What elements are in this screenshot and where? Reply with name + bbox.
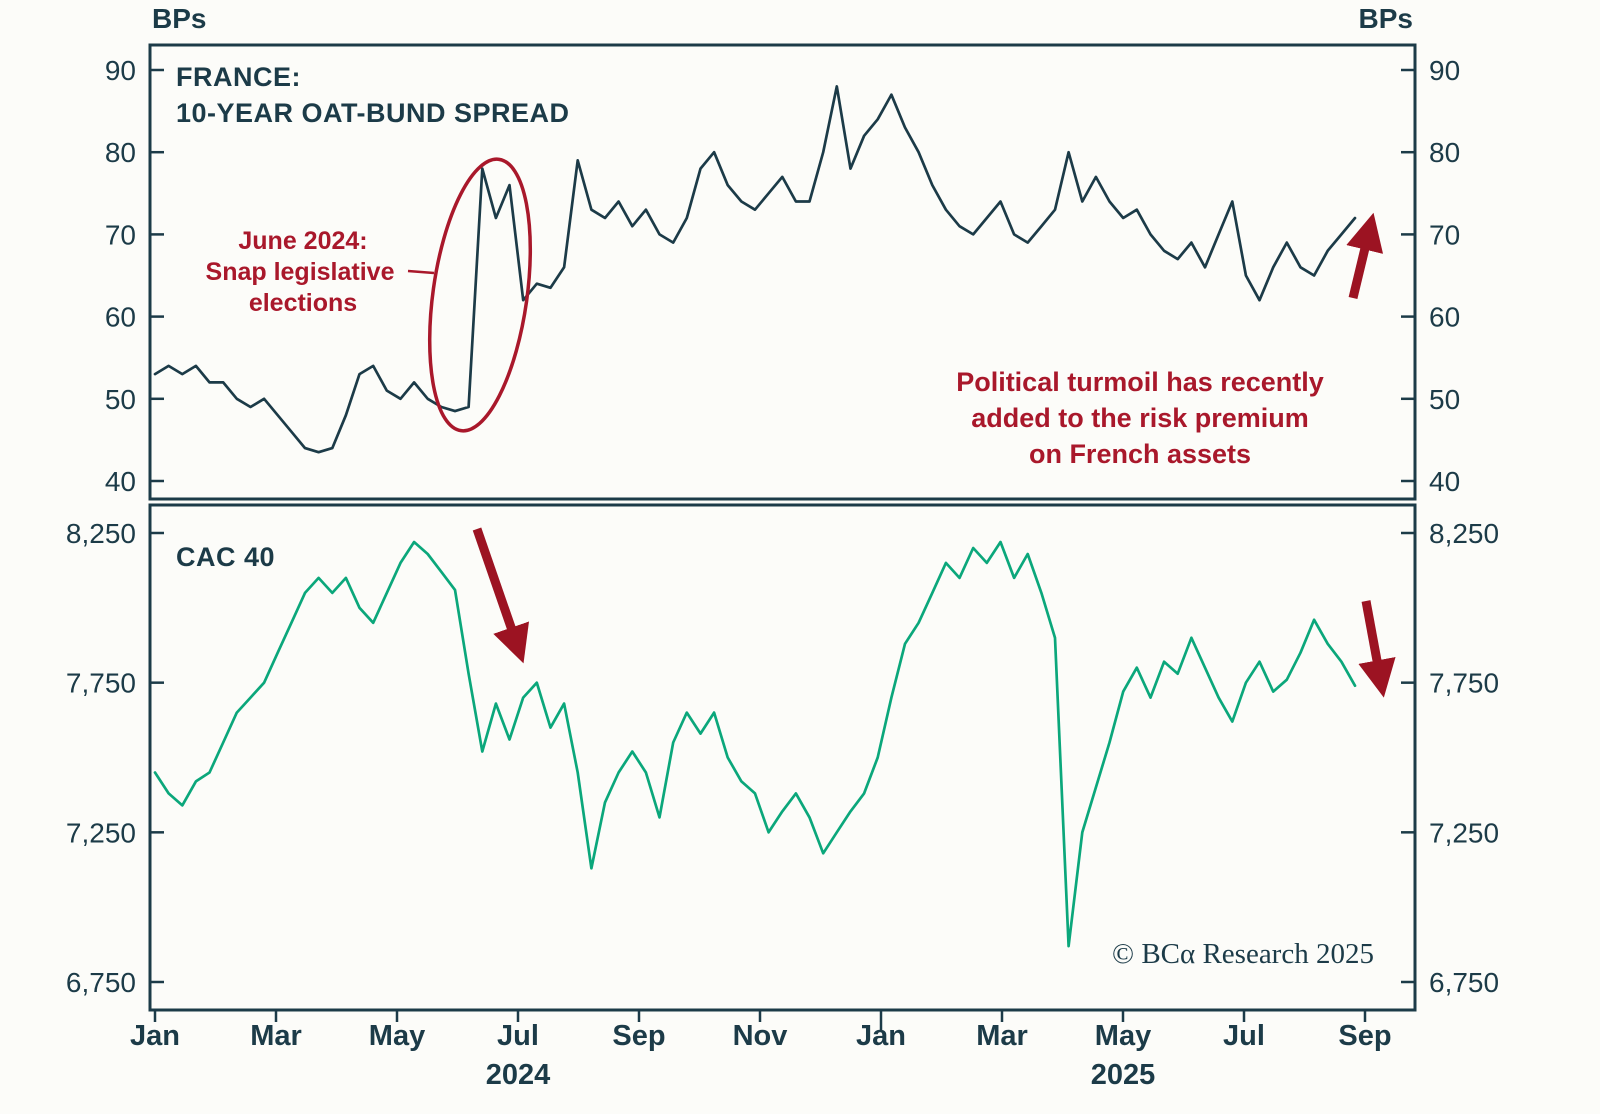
x-tick-label: Jan <box>856 1020 906 1052</box>
y-tick-label-right: 7,250 <box>1429 817 1499 848</box>
year-label-2024: 2024 <box>486 1059 551 1091</box>
spread-up-arrow <box>1346 212 1384 300</box>
y-tick-label-left: 7,750 <box>66 668 136 699</box>
y-tick-label-right: 8,250 <box>1429 518 1499 549</box>
cac-june-down-arrow <box>472 527 530 664</box>
x-tick-label: Nov <box>733 1020 788 1052</box>
y-tick-label-right: 70 <box>1429 219 1460 250</box>
bps-label-right: BPs <box>1359 3 1413 34</box>
x-tick-label: May <box>1095 1020 1151 1052</box>
x-tick-label: May <box>369 1020 425 1052</box>
annotations: BPs BPs FRANCE: 10-YEAR OAT-BUND SPREAD … <box>152 3 1413 970</box>
axis-ticks-and-labels: 40 40 50 50 60 60 70 70 80 80 90 90 6,750 6,750 7,250 7… <box>66 55 1499 1091</box>
x-tick-label: Jan <box>130 1020 180 1052</box>
y-tick-label-left: 8,250 <box>66 518 136 549</box>
y-tick-label-right: 40 <box>1429 466 1460 497</box>
bottom-panel-title: CAC 40 <box>176 542 275 572</box>
copyright: © BCα Research 2025 <box>1112 938 1374 970</box>
x-tick-label: Mar <box>250 1020 302 1052</box>
y-tick-label-right: 6,750 <box>1429 967 1499 998</box>
panel-frame-0 <box>148 43 1417 501</box>
y-tick-label-left: 60 <box>105 302 136 333</box>
y-tick-label-left: 90 <box>105 55 136 86</box>
y-tick-label-right: 7,750 <box>1429 668 1499 699</box>
election-highlight-ellipse <box>427 157 533 433</box>
y-tick-label-right: 80 <box>1429 137 1460 168</box>
election-note-line1: June 2024: <box>238 227 367 255</box>
panel-frames <box>148 43 1417 1012</box>
series-line-0 <box>153 85 1357 454</box>
y-tick-label-left: 70 <box>105 219 136 250</box>
y-tick-label-right: 90 <box>1429 55 1460 86</box>
election-note-line2: Snap legislative <box>206 258 395 286</box>
turmoil-note-line2: added to the risk premium <box>971 403 1309 433</box>
panel-frame-1 <box>148 503 1417 1012</box>
x-tick-label: Sep <box>1338 1020 1391 1052</box>
election-note-line3: elections <box>249 289 357 317</box>
x-tick-label: Jul <box>1223 1020 1265 1052</box>
year-label-2025: 2025 <box>1091 1059 1156 1091</box>
x-tick-label: Mar <box>976 1020 1028 1052</box>
bps-label-left: BPs <box>152 3 206 34</box>
top-panel-title-line1: FRANCE: <box>176 62 301 92</box>
y-tick-label-right: 60 <box>1429 302 1460 333</box>
x-tick-label: Jul <box>497 1020 539 1052</box>
series-line-1 <box>153 540 1357 948</box>
data-series <box>153 85 1357 948</box>
election-note-connector <box>407 269 435 275</box>
y-tick-label-left: 50 <box>105 384 136 415</box>
y-tick-label-left: 7,250 <box>66 817 136 848</box>
top-panel-title-line2: 10-YEAR OAT-BUND SPREAD <box>176 98 570 128</box>
turmoil-note-line3: on French assets <box>1029 439 1251 469</box>
cac-recent-down-arrow <box>1358 600 1396 698</box>
y-tick-label-left: 6,750 <box>66 967 136 998</box>
y-tick-label-left: 80 <box>105 137 136 168</box>
x-tick-label: Sep <box>612 1020 665 1052</box>
turmoil-note-line1: Political turmoil has recently <box>956 367 1324 397</box>
y-tick-label-right: 50 <box>1429 384 1460 415</box>
y-tick-label-left: 40 <box>105 466 136 497</box>
